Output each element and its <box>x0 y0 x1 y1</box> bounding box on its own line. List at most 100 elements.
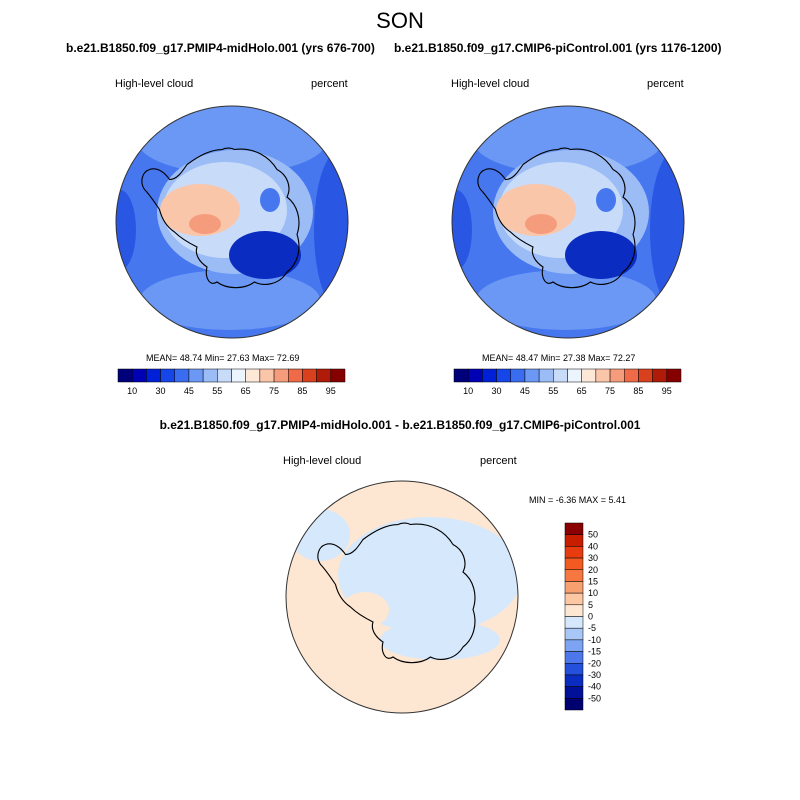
map-1-west-low <box>116 190 136 270</box>
colorbar-panel-1: 10 30 45 55 65 75 85 95 <box>117 368 346 396</box>
colorbar-panel-2-tick-label: 45 <box>520 386 530 396</box>
colorbar-panel-1-swatch <box>174 368 190 383</box>
colorbar-diff-tick-label: 40 <box>588 541 598 551</box>
diff-map-negative-west <box>290 509 350 561</box>
map-panel-diff <box>285 480 519 714</box>
diff-map-border <box>285 480 519 714</box>
colorbar-panel-1-swatch <box>316 368 332 383</box>
colorbar-panel-1-swatch <box>146 368 161 383</box>
colorbar-diff-swatch <box>564 592 584 606</box>
colorbar-panel-2-tick-label: 75 <box>605 386 615 396</box>
map-1-spot <box>260 188 280 212</box>
colorbar-diff-tick-label: -5 <box>588 623 596 633</box>
panel-1-variable-label: High-level cloud <box>115 78 194 90</box>
colorbar-diff-tick-label: 20 <box>588 565 598 575</box>
colorbar-diff-tick-label: -10 <box>588 635 601 645</box>
map-2-west-low <box>452 190 472 270</box>
colorbar-panel-1-tick-label: 45 <box>184 386 194 396</box>
colorbar-panel-1-swatch <box>160 368 175 383</box>
colorbar-panel-2-swatch <box>510 368 526 383</box>
colorbar-panel-2-swatch <box>524 368 540 383</box>
colorbar-diff-tick-label: 30 <box>588 553 598 563</box>
panel-2-units-label: percent <box>647 78 684 90</box>
colorbar-panel-1-swatch <box>188 368 204 383</box>
colorbar-panel-1-swatch <box>202 368 218 383</box>
colorbar-diff-swatch <box>564 604 584 617</box>
colorbar-diff-tick-label: -40 <box>588 682 601 692</box>
colorbar-panel-2-tick-label: 95 <box>662 386 672 396</box>
colorbar-panel-2-swatch <box>624 368 639 383</box>
panel-2-variable-label: High-level cloud <box>451 78 530 90</box>
colorbar-panel-2-swatch <box>467 368 483 383</box>
colorbar-diff-swatch <box>564 627 584 641</box>
colorbar-panel-1-swatch <box>117 368 133 383</box>
colorbar-diff-swatch <box>564 557 584 570</box>
diff-panel-units-label: percent <box>480 455 517 467</box>
colorbar-panel-1-tick-label: 30 <box>156 386 166 396</box>
colorbar-diff-tick-label: 10 <box>588 588 598 598</box>
diff-map-positive-inner <box>341 592 389 628</box>
map-2-deep-blue <box>565 231 637 279</box>
colorbar-panel-2-tick-label: 55 <box>548 386 558 396</box>
diff-panel-variable-label: High-level cloud <box>283 455 362 467</box>
colorbar-panel-1-tick-label: 85 <box>297 386 307 396</box>
colorbar-diff-swatch <box>564 546 584 559</box>
colorbar-panel-1-swatch <box>131 368 147 383</box>
colorbar-panel-2-swatch <box>567 368 582 383</box>
colorbar-panel-1-swatch <box>288 368 303 383</box>
colorbar-diff-swatch <box>564 581 584 594</box>
season-title: SON <box>376 8 424 33</box>
colorbar-panel-2-swatch <box>609 368 625 383</box>
diff-panel-title: b.e21.B1850.f09_g17.PMIP4-midHolo.001 - … <box>159 418 641 432</box>
colorbar-panel-1-tick-label: 65 <box>241 386 251 396</box>
colorbar-panel-1-swatch <box>273 368 289 383</box>
colorbar-diff-swatch <box>564 698 584 711</box>
panel-1-units-label: percent <box>311 78 348 90</box>
colorbar-panel-2-tick-label: 10 <box>463 386 473 396</box>
colorbar-panel-1-tick-label: 55 <box>212 386 222 396</box>
colorbar-diff-tick-label: 5 <box>588 600 593 610</box>
colorbar-diff-tick-label: -30 <box>588 670 601 680</box>
colorbar-panel-2-swatch <box>652 368 668 383</box>
colorbar-panel-1-swatch <box>330 368 346 383</box>
map-2-warm-core <box>525 214 557 234</box>
colorbar-panel-1-swatch <box>231 368 246 383</box>
colorbar-diff-swatch <box>564 674 584 687</box>
panel-1-title: b.e21.B1850.f09_g17.PMIP4-midHolo.001 (y… <box>66 41 375 55</box>
map-2-east-low <box>650 150 684 310</box>
colorbar-panel-2-tick-label: 65 <box>577 386 587 396</box>
panel-2-stats: MEAN= 48.47 Min= 27.38 Max= 72.27 <box>482 353 636 363</box>
diff-map-negative-south <box>380 620 500 660</box>
colorbar-panel-2-swatch <box>553 368 568 383</box>
colorbar-panel-1-swatch <box>302 368 317 383</box>
diff-panel-stats: MIN = -6.36 MAX = 5.41 <box>529 495 627 505</box>
colorbar-panel-2-swatch <box>453 368 469 383</box>
colorbar-panel-2-tick-label: 30 <box>492 386 502 396</box>
colorbar-diff-swatch <box>564 639 584 652</box>
colorbar-panel-2-swatch <box>496 368 511 383</box>
colorbar-diff-tick-label: -50 <box>588 693 601 703</box>
map-2-spot <box>596 188 616 212</box>
colorbar-diff-swatch <box>564 522 584 535</box>
map-panel-1 <box>115 105 349 339</box>
map-1-east-low <box>314 150 348 310</box>
colorbar-panel-2-swatch <box>581 368 597 383</box>
colorbar-diff-swatch <box>564 569 584 582</box>
colorbar-panel-2-tick-label: 85 <box>633 386 643 396</box>
colorbar-panel-1-swatch <box>217 368 232 383</box>
panel-2-title: b.e21.B1850.f09_g17.CMIP6-piControl.001 … <box>394 41 722 55</box>
colorbar-panel-2-swatch <box>666 368 682 383</box>
colorbar-panel-1-swatch <box>245 368 261 383</box>
colorbar-panel-2-swatch <box>638 368 653 383</box>
colorbar-panel-1-tick-label: 10 <box>127 386 137 396</box>
colorbar-diff-tick-label: 0 <box>588 612 593 622</box>
map-2-north-band <box>473 106 663 174</box>
colorbar-diff-swatch <box>564 651 584 664</box>
colorbar-diff-tick-label: 15 <box>588 576 598 586</box>
colorbar-panel-2-swatch <box>595 368 611 383</box>
colorbar-panel-1-tick-label: 95 <box>326 386 336 396</box>
colorbar-diff-tick-label: -15 <box>588 647 601 657</box>
colorbar-diff-swatch <box>564 686 584 699</box>
